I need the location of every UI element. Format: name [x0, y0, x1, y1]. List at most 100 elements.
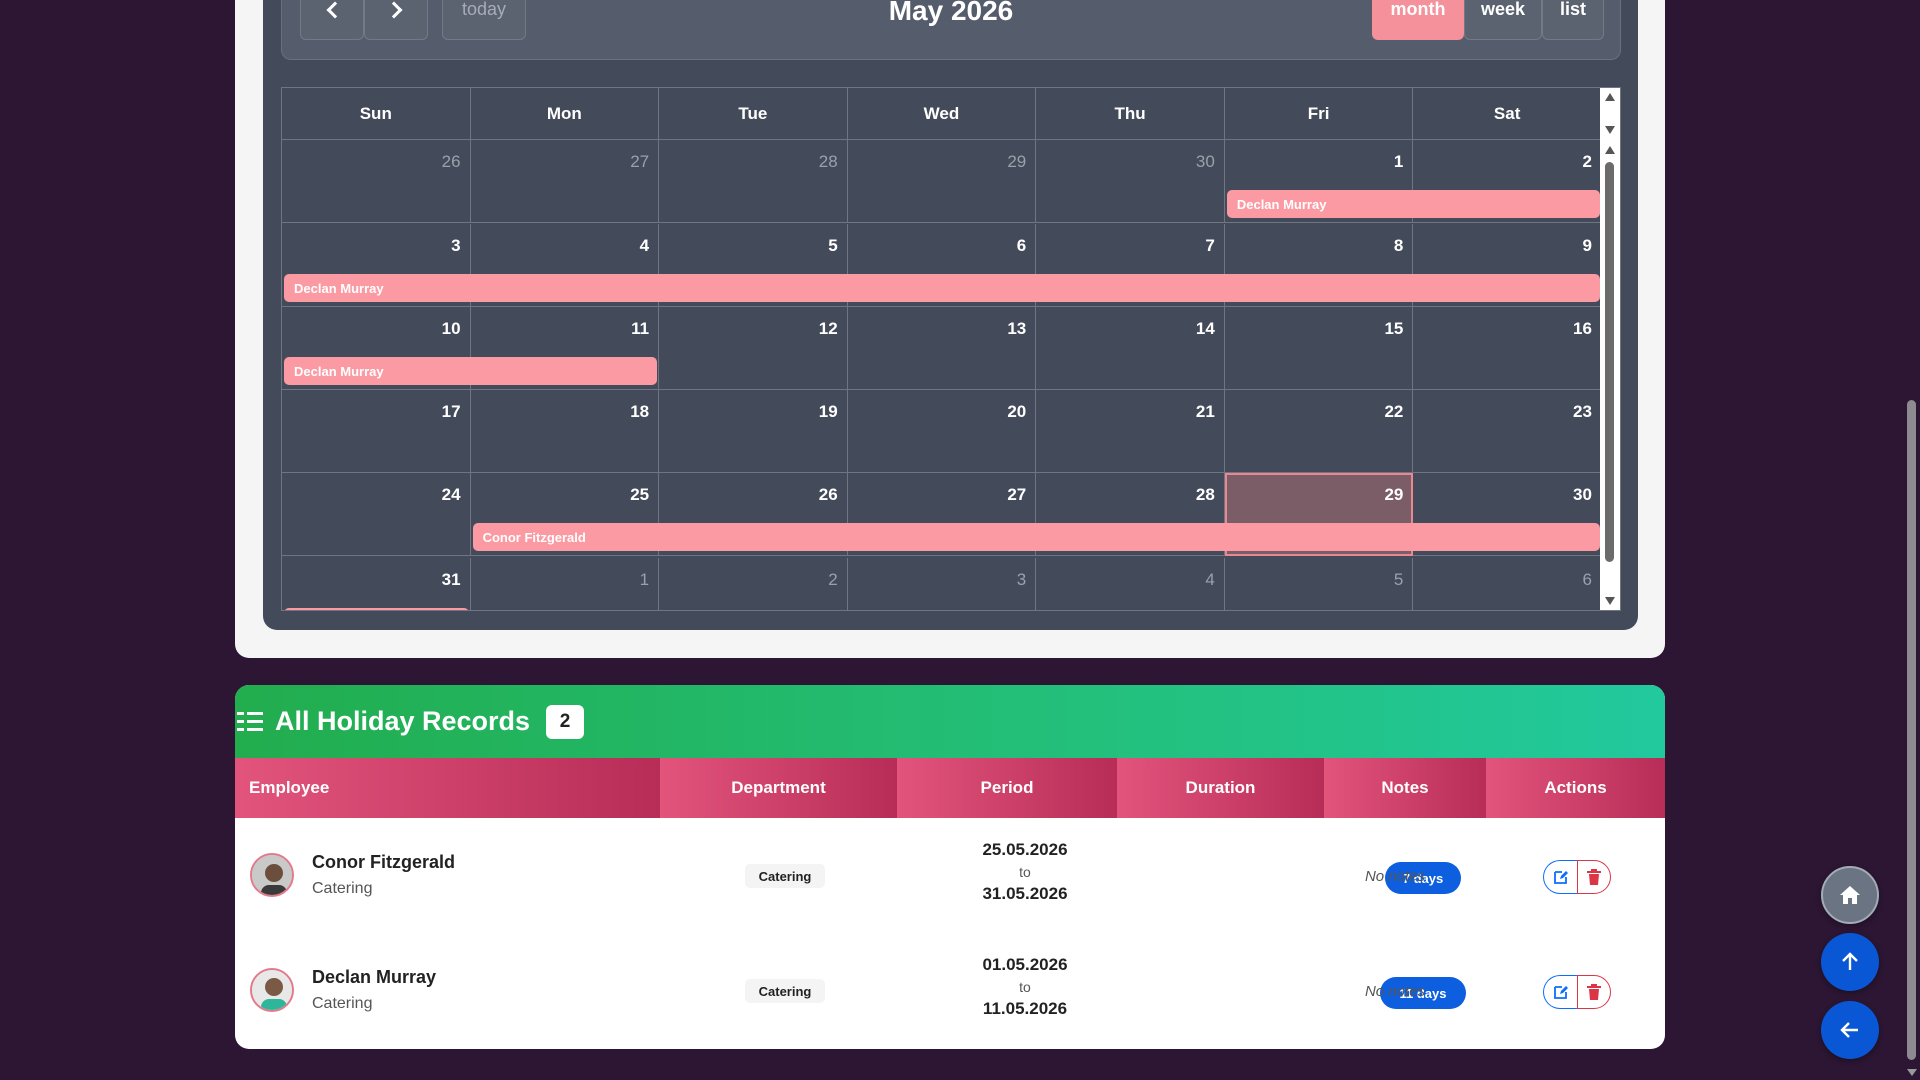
calendar-day[interactable]: 31	[282, 558, 471, 610]
day-number[interactable]: 22	[1384, 402, 1404, 421]
day-number[interactable]: 11	[631, 319, 650, 338]
day-number[interactable]: 28	[818, 152, 838, 171]
day-number[interactable]: 9	[1582, 236, 1592, 255]
calendar-day[interactable]: 17	[282, 390, 471, 473]
today-button[interactable]: today	[442, 0, 526, 40]
day-number[interactable]: 18	[630, 402, 650, 421]
day-number[interactable]: 2	[1582, 152, 1592, 171]
day-number[interactable]: 13	[1007, 319, 1027, 338]
calendar-day[interactable]: 12	[659, 307, 848, 390]
day-number[interactable]: 14	[1195, 319, 1215, 338]
page-scrollbar[interactable]	[1903, 0, 1920, 1080]
calendar-day[interactable]: 29	[848, 140, 1037, 223]
day-number[interactable]: 5	[1393, 570, 1404, 589]
calendar-day[interactable]: 2	[659, 558, 848, 610]
calendar-day[interactable]: 5	[1225, 558, 1414, 610]
day-number[interactable]: 20	[1007, 402, 1027, 421]
column-header[interactable]: Department	[660, 758, 897, 818]
calendar-day[interactable]: 20	[848, 390, 1037, 473]
calendar-day[interactable]: 4	[1036, 558, 1225, 610]
calendar-day[interactable]: 25	[471, 473, 660, 556]
day-number[interactable]: 8	[1393, 236, 1404, 255]
day-number[interactable]: 15	[1384, 319, 1404, 338]
day-number[interactable]: 6	[1582, 570, 1592, 589]
view-month-button[interactable]: month	[1372, 0, 1464, 40]
page-scrollbar-thumb[interactable]	[1907, 400, 1916, 1060]
calendar-day[interactable]: 4	[471, 224, 660, 307]
calendar-day[interactable]: 23	[1413, 390, 1602, 473]
scroll-up-icon[interactable]	[1605, 93, 1615, 101]
day-number[interactable]: 5	[828, 236, 838, 255]
day-number[interactable]: 7	[1205, 236, 1215, 255]
day-number[interactable]: 1	[1393, 152, 1404, 171]
day-number[interactable]: 25	[630, 485, 650, 504]
calendar-day[interactable]: 28	[1036, 473, 1225, 556]
day-number[interactable]: 28	[1195, 485, 1215, 504]
day-number[interactable]: 6	[1016, 236, 1027, 255]
calendar-day[interactable]: 13	[848, 307, 1037, 390]
back-button[interactable]	[1821, 1001, 1879, 1059]
day-number[interactable]: 19	[818, 402, 838, 421]
calendar-day[interactable]: 11	[471, 307, 660, 390]
day-number[interactable]: 29	[1384, 485, 1404, 504]
calendar-day[interactable]: 24	[282, 473, 471, 556]
view-week-button[interactable]: week	[1464, 0, 1542, 40]
calendar-day[interactable]: 15	[1225, 307, 1414, 390]
calendar-day[interactable]: 3	[282, 224, 471, 307]
day-number[interactable]: 4	[1205, 570, 1215, 589]
calendar-day[interactable]: 1	[471, 558, 660, 610]
edit-button[interactable]	[1543, 860, 1577, 894]
prev-month-button[interactable]	[300, 0, 364, 40]
day-number[interactable]: 16	[1573, 319, 1592, 338]
day-number[interactable]: 30	[1573, 485, 1592, 504]
delete-button[interactable]	[1577, 860, 1611, 894]
scroll-top-button[interactable]	[1821, 933, 1879, 991]
next-month-button[interactable]	[364, 0, 428, 40]
calendar-day[interactable]: 3	[848, 558, 1037, 610]
delete-button[interactable]	[1577, 975, 1611, 1009]
home-button[interactable]	[1821, 866, 1879, 924]
calendar-event[interactable]: Declan Murray	[1226, 190, 1600, 218]
day-number[interactable]: 31	[441, 570, 461, 589]
view-list-button[interactable]: list	[1542, 0, 1604, 40]
day-number[interactable]: 4	[639, 236, 650, 255]
calendar-day[interactable]: 30	[1036, 140, 1225, 223]
calendar-day[interactable]: 26	[282, 140, 471, 223]
calendar-day[interactable]: 26	[659, 473, 848, 556]
calendar-day[interactable]: 19	[659, 390, 848, 473]
calendar-day[interactable]: 22	[1225, 390, 1414, 473]
day-number[interactable]: 27	[630, 152, 650, 171]
calendar-event[interactable]	[284, 608, 469, 610]
scroll-up-icon[interactable]	[1605, 146, 1615, 154]
column-header[interactable]: Employee	[235, 758, 660, 818]
day-number[interactable]: 21	[1195, 402, 1215, 421]
day-number[interactable]: 3	[1016, 570, 1027, 589]
calendar-event[interactable]: Conor Fitzgerald	[472, 523, 1600, 551]
day-number[interactable]: 24	[441, 485, 461, 504]
day-number[interactable]: 26	[441, 152, 461, 171]
calendar-event[interactable]: Declan Murray	[284, 274, 1600, 302]
calendar-day[interactable]: 6	[848, 224, 1037, 307]
scroll-down-icon[interactable]	[1605, 126, 1615, 134]
day-number[interactable]: 29	[1007, 152, 1027, 171]
day-number[interactable]: 26	[818, 485, 838, 504]
calendar-day[interactable]: 6	[1413, 558, 1602, 610]
column-header[interactable]: Notes	[1324, 758, 1486, 818]
calendar-day[interactable]: 10	[282, 307, 471, 390]
day-number[interactable]: 30	[1195, 152, 1215, 171]
calendar-day[interactable]: 27	[848, 473, 1037, 556]
day-number[interactable]: 10	[441, 319, 461, 338]
day-number[interactable]: 23	[1573, 402, 1592, 421]
edit-button[interactable]	[1543, 975, 1577, 1009]
calendar-day[interactable]: 14	[1036, 307, 1225, 390]
day-number[interactable]: 2	[828, 570, 838, 589]
calendar-day[interactable]: 7	[1036, 224, 1225, 307]
calendar-scrollbar-thumb[interactable]	[1605, 162, 1614, 562]
calendar-day[interactable]: 18	[471, 390, 660, 473]
scroll-down-icon[interactable]	[1907, 1069, 1917, 1076]
calendar-day[interactable]: 1	[1225, 140, 1414, 223]
calendar-day[interactable]: 27	[471, 140, 660, 223]
scroll-down-icon[interactable]	[1605, 597, 1615, 605]
calendar-day[interactable]: 5	[659, 224, 848, 307]
column-header[interactable]: Period	[897, 758, 1117, 818]
